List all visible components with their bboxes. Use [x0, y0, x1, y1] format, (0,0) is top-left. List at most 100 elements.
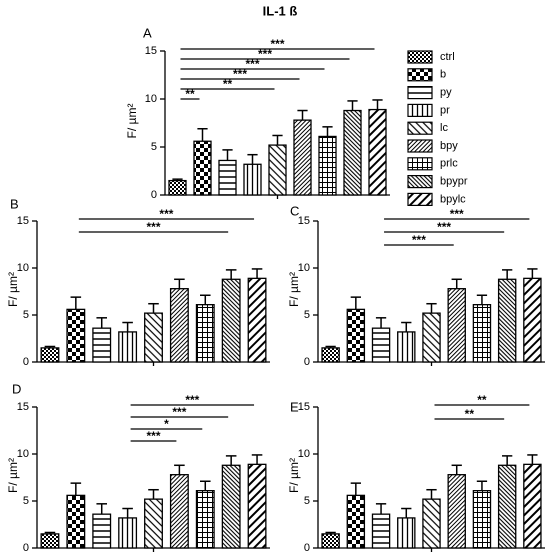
- bar: [472, 490, 492, 549]
- y-tick-label: 0: [151, 189, 157, 201]
- legend-label: b: [440, 69, 446, 81]
- bar: [447, 288, 466, 363]
- y-axis-label: F/ µm²: [287, 272, 301, 307]
- y-axis-label: F/ µm²: [6, 458, 20, 493]
- bar: [371, 327, 391, 363]
- legend-label: prlc: [440, 158, 458, 170]
- bar: [66, 494, 86, 549]
- y-tick-label: 5: [151, 141, 157, 153]
- bar: [447, 474, 466, 549]
- panel-label: B: [10, 196, 19, 211]
- bar: [472, 304, 492, 363]
- legend-swatch: [407, 192, 433, 206]
- legend-swatch: [407, 103, 433, 118]
- y-tick-label: 10: [17, 262, 29, 274]
- legend-swatch: [407, 50, 433, 64]
- y-tick-label: 10: [145, 93, 157, 105]
- bar: [523, 463, 542, 549]
- bar: [169, 288, 189, 363]
- significance-label: ***: [450, 207, 464, 221]
- bar: [497, 278, 517, 363]
- significance-label: ***: [258, 47, 272, 61]
- panel-label: D: [12, 381, 21, 396]
- legend-label: pr: [440, 104, 450, 116]
- bar: [40, 347, 60, 363]
- bar: [422, 312, 441, 363]
- legend-label: lc: [440, 122, 448, 134]
- bar: [118, 331, 138, 363]
- y-tick-label: 10: [17, 448, 29, 460]
- legend-swatch: [407, 121, 433, 135]
- bar: [221, 464, 241, 549]
- legend-label: bpy: [440, 140, 458, 152]
- legend-label: ctrl: [440, 51, 455, 63]
- legend-label: bpypr: [440, 176, 468, 188]
- significance-label: *: [164, 417, 169, 431]
- legend-swatch: [407, 139, 433, 153]
- bar: [193, 140, 212, 196]
- y-tick-label: 15: [298, 401, 310, 413]
- bar: [321, 347, 340, 363]
- bar: [218, 159, 237, 196]
- y-tick-label: 10: [298, 262, 310, 274]
- significance-label: **: [185, 87, 195, 101]
- y-tick-label: 0: [23, 356, 29, 368]
- legend-swatch: [407, 175, 433, 189]
- bar: [318, 135, 337, 196]
- panel-label: C: [290, 203, 299, 218]
- significance-label: **: [465, 407, 475, 421]
- legend-swatch: [407, 157, 433, 171]
- bar: [221, 278, 241, 363]
- y-axis-label: F/ µm²: [287, 458, 301, 493]
- y-tick-label: 0: [304, 356, 310, 368]
- significance-label: **: [477, 393, 487, 407]
- bar: [321, 533, 340, 549]
- significance-label: ***: [437, 220, 451, 234]
- significance-label: ***: [233, 67, 247, 81]
- significance-label: ***: [270, 37, 284, 51]
- bar: [40, 533, 60, 549]
- bar: [92, 327, 112, 363]
- significance-label: **: [223, 77, 233, 91]
- significance-label: ***: [172, 405, 186, 419]
- bar: [346, 494, 366, 549]
- y-tick-label: 0: [23, 542, 29, 554]
- panel-label: E: [290, 399, 299, 414]
- bar: [293, 119, 312, 196]
- y-tick-label: 15: [298, 215, 310, 227]
- bar: [195, 304, 215, 363]
- significance-label: ***: [185, 393, 199, 407]
- legend-swatch: [407, 68, 433, 82]
- significance-label: ***: [412, 233, 426, 247]
- bar: [168, 179, 187, 196]
- bar: [343, 109, 362, 196]
- legend-label: py: [440, 87, 452, 99]
- bar: [268, 144, 287, 196]
- significance-label: ***: [159, 207, 173, 221]
- significance-label: ***: [146, 220, 160, 234]
- y-tick-label: 15: [17, 401, 29, 413]
- bar: [195, 490, 215, 549]
- y-tick-label: 5: [304, 309, 310, 321]
- bar: [368, 108, 387, 196]
- bar: [422, 498, 441, 549]
- bar: [523, 277, 542, 363]
- bar: [144, 498, 163, 549]
- bar: [118, 517, 138, 549]
- y-tick-label: 15: [145, 45, 157, 57]
- bar: [144, 312, 163, 363]
- bar: [497, 464, 517, 549]
- bar: [346, 308, 366, 363]
- bar: [397, 331, 416, 363]
- legend-label: bpylc: [440, 193, 466, 205]
- y-tick-label: 5: [23, 495, 29, 507]
- bar: [397, 517, 416, 549]
- bar: [66, 308, 86, 363]
- y-tick-label: 0: [304, 542, 310, 554]
- y-tick-label: 5: [304, 495, 310, 507]
- significance-label: ***: [146, 429, 160, 443]
- y-tick-label: 15: [17, 215, 29, 227]
- panel-label: A: [143, 25, 152, 40]
- y-axis-label: F/ µm²: [6, 272, 20, 307]
